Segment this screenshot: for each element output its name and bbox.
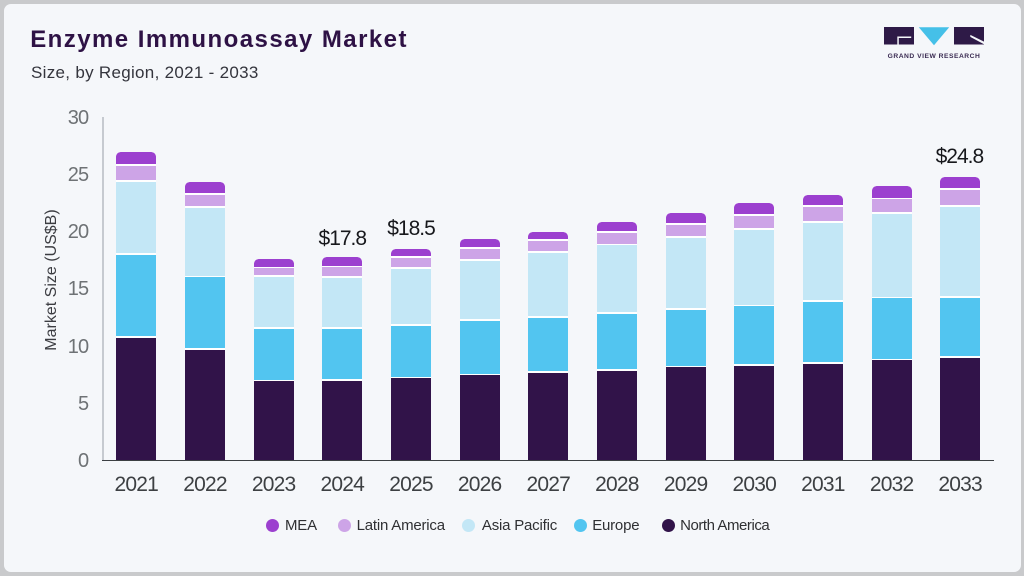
svg-text:GRAND VIEW RESEARCH: GRAND VIEW RESEARCH bbox=[888, 53, 981, 60]
